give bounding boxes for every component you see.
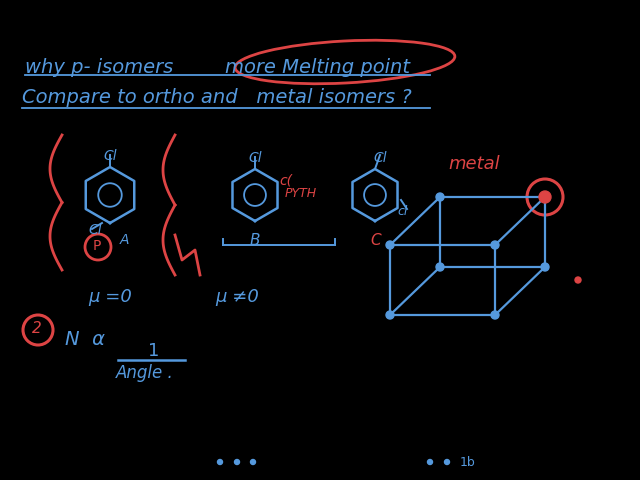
- Text: C: C: [370, 233, 381, 248]
- Circle shape: [541, 263, 549, 271]
- Text: μ =0: μ =0: [88, 288, 132, 306]
- Text: 2: 2: [32, 321, 42, 336]
- Circle shape: [386, 311, 394, 319]
- Circle shape: [218, 459, 223, 465]
- Circle shape: [445, 459, 449, 465]
- Text: PYTH: PYTH: [285, 187, 317, 200]
- Text: c(: c(: [279, 173, 292, 187]
- Text: B: B: [250, 233, 260, 248]
- Text: Compare to ortho and   metal isomers ?: Compare to ortho and metal isomers ?: [22, 88, 412, 107]
- Circle shape: [575, 277, 581, 283]
- Circle shape: [428, 459, 433, 465]
- Text: why p- isomers: why p- isomers: [25, 58, 173, 77]
- Text: Angle .: Angle .: [116, 364, 173, 382]
- Text: 1b: 1b: [460, 456, 476, 469]
- Text: 1: 1: [148, 342, 159, 360]
- Circle shape: [436, 263, 444, 271]
- Text: more Melting point: more Melting point: [225, 58, 410, 77]
- Circle shape: [491, 241, 499, 249]
- Text: Cl: Cl: [248, 151, 262, 165]
- Circle shape: [491, 311, 499, 319]
- Text: μ ≠0: μ ≠0: [215, 288, 259, 306]
- Text: Cl: Cl: [103, 149, 116, 163]
- Circle shape: [539, 191, 551, 203]
- Text: metal: metal: [448, 155, 500, 173]
- Circle shape: [386, 241, 394, 249]
- Text: cl: cl: [397, 205, 408, 218]
- Circle shape: [234, 459, 239, 465]
- Text: N  α: N α: [65, 330, 105, 349]
- Text: Cl: Cl: [88, 223, 102, 237]
- Circle shape: [436, 193, 444, 201]
- Text: A: A: [120, 233, 129, 247]
- Circle shape: [250, 459, 255, 465]
- Text: P: P: [93, 239, 101, 253]
- Text: Cl: Cl: [373, 151, 387, 165]
- Circle shape: [541, 193, 549, 201]
